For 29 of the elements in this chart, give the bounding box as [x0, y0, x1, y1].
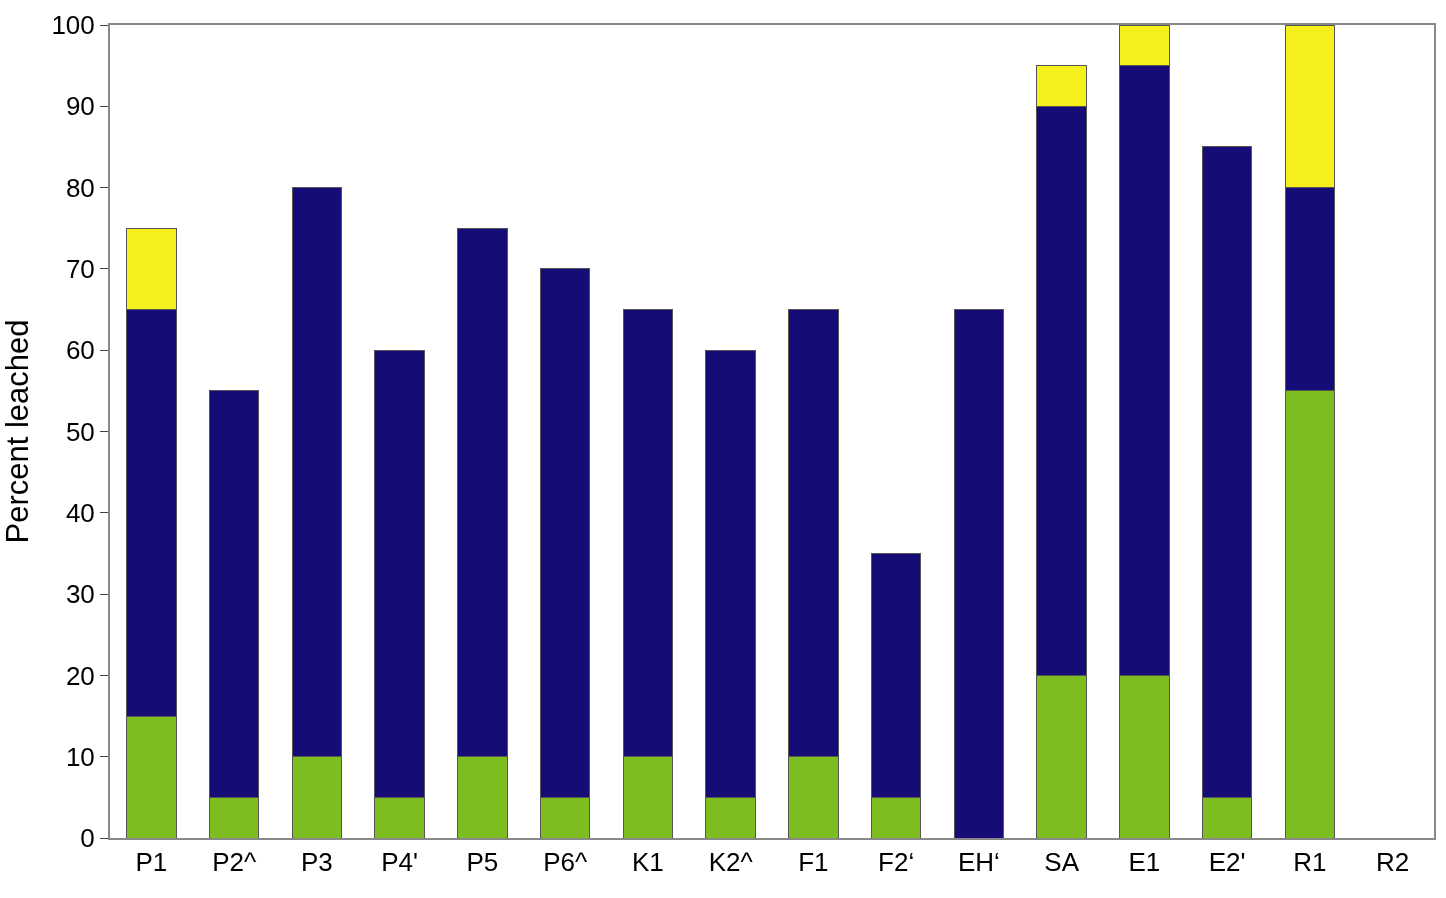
x-tick-label: R2: [1376, 847, 1410, 878]
y-tick-label: 90: [65, 91, 95, 122]
y-tick-label: 70: [65, 254, 95, 284]
y-tick-label: 0: [80, 823, 95, 854]
x-tick-label: E1: [1128, 847, 1161, 878]
y-axis-title: Percent leached: [0, 319, 35, 544]
y-tick-label: 20: [65, 660, 95, 691]
x-tick-label: P5: [466, 847, 499, 878]
x-tick-label: P4': [381, 847, 419, 878]
x-tick-label: R1: [1293, 847, 1327, 878]
y-tick-label: 80: [65, 172, 95, 203]
x-tick-label: K1: [631, 847, 664, 878]
x-tick-label: F2‘: [878, 847, 915, 878]
bar: [953, 309, 1005, 838]
x-tick-label: P3: [300, 847, 333, 878]
y-tick-label: 60: [65, 335, 95, 366]
x-tick-label: E2': [1208, 847, 1246, 878]
x-tick-label: P6^: [543, 847, 588, 878]
x-tick-label: EH‘: [957, 847, 1000, 878]
x-tick-label: P2^: [212, 847, 257, 878]
y-tick-label: 40: [65, 497, 95, 528]
x-tick-label: F1: [798, 847, 829, 878]
y-tick-label: 50: [65, 416, 95, 447]
y-tick-label: 100: [51, 10, 95, 41]
x-tick-label: SA: [1044, 847, 1080, 878]
x-tick-label: P1: [135, 847, 168, 878]
x-tick-label: K2^: [708, 847, 754, 878]
y-tick-label: 30: [65, 579, 95, 610]
y-tick-label: 10: [65, 741, 95, 772]
